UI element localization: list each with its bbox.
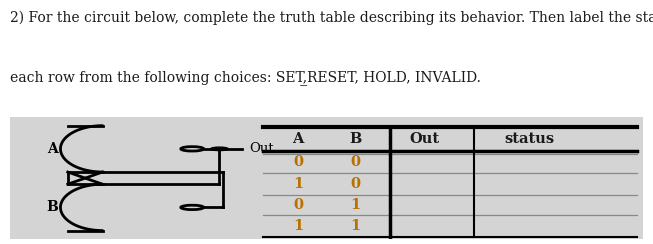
Text: 1: 1 [350,198,360,212]
Text: 2) For the circuit below, complete the truth table describing its behavior. Then: 2) For the circuit below, complete the t… [10,10,653,25]
Text: Out: Out [249,142,274,155]
FancyBboxPatch shape [10,117,643,239]
Text: 0: 0 [350,155,360,169]
Text: A: A [293,132,304,146]
Text: A: A [48,142,58,156]
Text: status: status [504,132,554,146]
Text: 1: 1 [293,177,303,191]
Circle shape [210,147,229,151]
Text: Out: Out [409,132,439,146]
Text: 1: 1 [350,219,360,233]
Text: B: B [46,200,58,214]
Text: 0: 0 [350,177,360,191]
Text: 0: 0 [293,155,303,169]
Text: each row from the following choices: SET,̲RESET, HOLD, INVALID.: each row from the following choices: SET… [10,70,481,85]
Text: B: B [349,132,361,146]
Text: 1: 1 [293,219,303,233]
Text: 0: 0 [293,198,303,212]
